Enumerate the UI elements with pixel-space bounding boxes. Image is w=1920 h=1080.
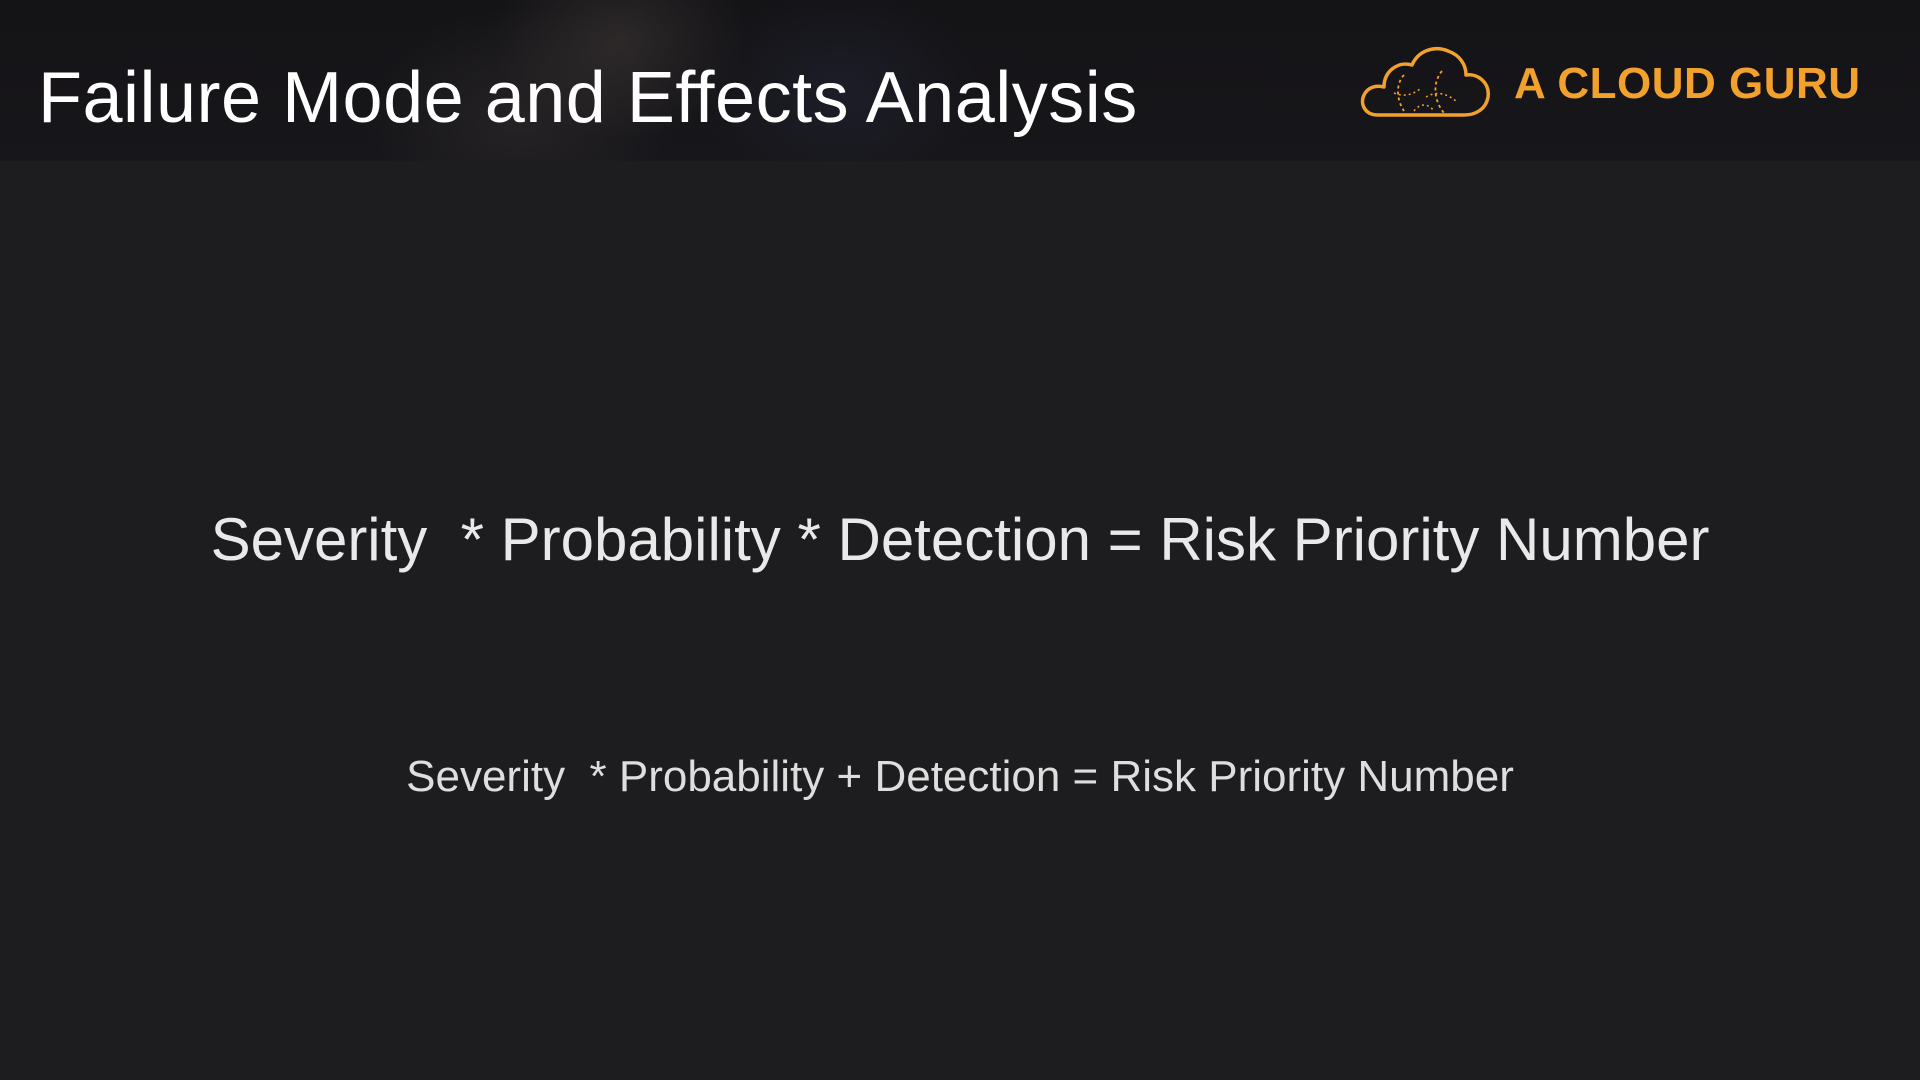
cloud-logo-icon <box>1360 46 1490 117</box>
risk-priority-formula-primary: Severity * Probability * Detection = Ris… <box>210 506 1710 573</box>
slide-title: Failure Mode and Effects Analysis <box>38 58 1138 138</box>
brand-lockup: A CLOUD GURU <box>1356 40 1876 128</box>
brand-name: A CLOUD GURU <box>1514 59 1861 108</box>
risk-priority-formula-secondary: Severity * Probability + Detection = Ris… <box>406 752 1514 801</box>
slide-header: Failure Mode and Effects Analysis A CLOU… <box>0 0 1920 161</box>
